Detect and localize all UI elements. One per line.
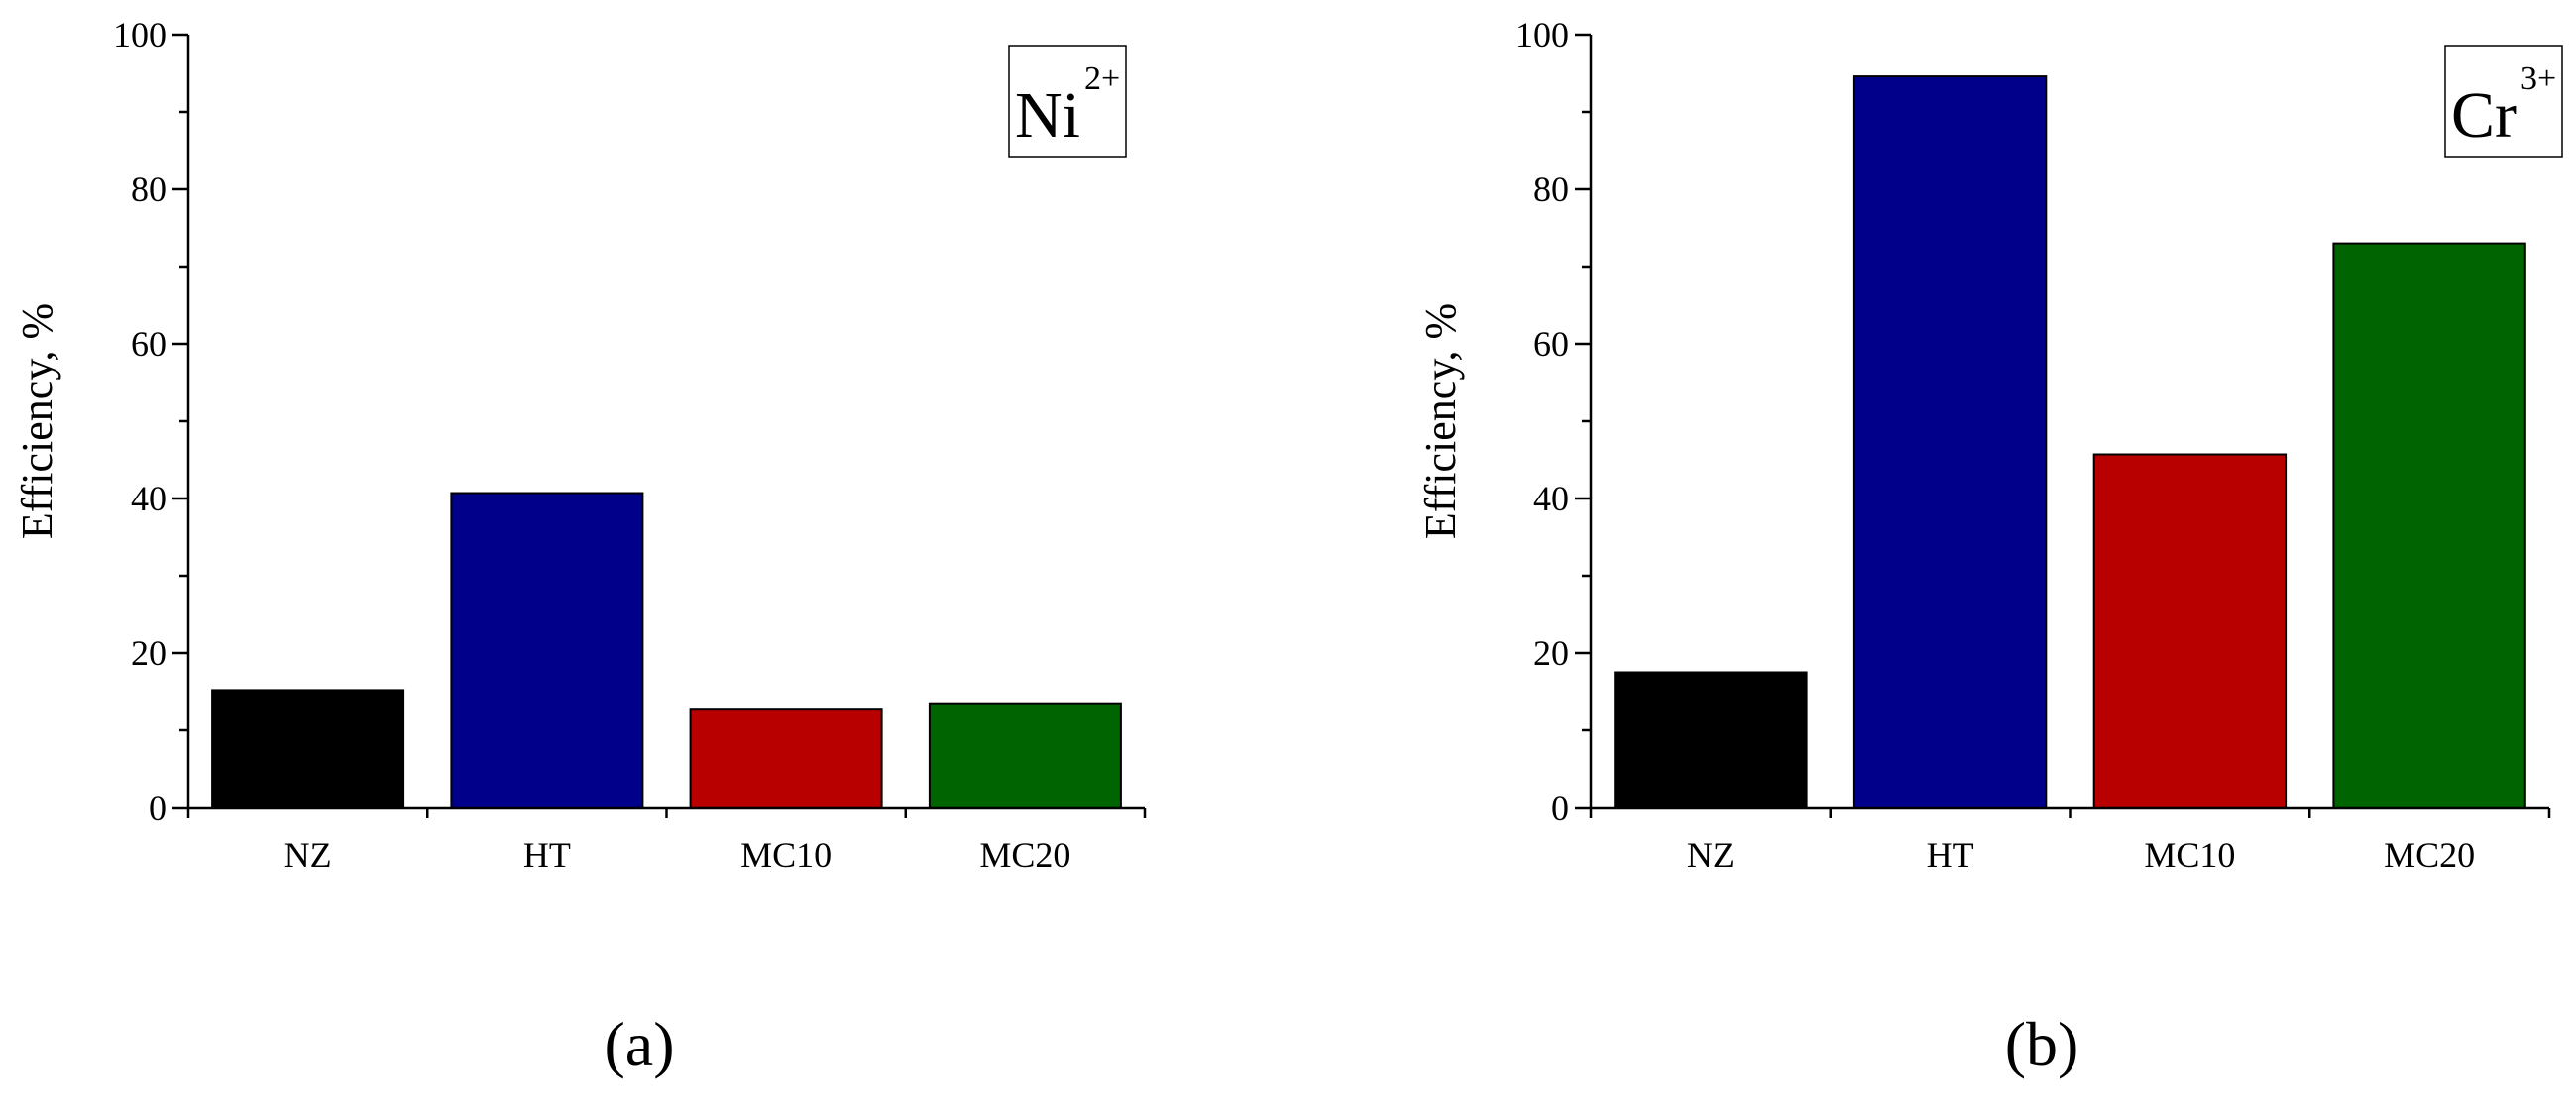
x-tick-label: MC10	[2144, 835, 2235, 875]
x-tick-label: MC20	[979, 835, 1070, 875]
y-tick-label: 40	[1533, 479, 1569, 518]
bar-mc10	[2092, 453, 2288, 809]
panel-label: (a)	[604, 1009, 674, 1079]
x-tick-label: NZ	[284, 835, 332, 875]
y-tick-label: 20	[131, 633, 167, 673]
y-tick-label: 40	[131, 479, 167, 518]
bar-mc20	[928, 702, 1122, 810]
y-tick-label: 60	[1533, 324, 1569, 364]
ion-label: Cr	[2451, 79, 2517, 152]
bar-mc10	[689, 708, 883, 810]
panel-label: (b)	[2005, 1009, 2079, 1079]
ion-label: Ni	[1015, 79, 1080, 152]
y-tick-label: 100	[113, 15, 167, 55]
x-tick-label: MC20	[2384, 835, 2475, 875]
y-tick-label: 20	[1533, 633, 1569, 673]
bar-ht	[1852, 75, 2048, 810]
x-tick-label: HT	[523, 835, 571, 875]
y-axis-title: Efficiency, %	[1416, 303, 1465, 539]
y-axis-title: Efficiency, %	[13, 303, 61, 539]
x-tick-label: HT	[1927, 835, 1974, 875]
x-tick-label: NZ	[1687, 835, 1735, 875]
bar-ht	[450, 492, 644, 809]
y-tick-label: 80	[1533, 169, 1569, 209]
ion-charge: 3+	[2520, 60, 2556, 97]
x-tick-label: MC10	[740, 835, 832, 875]
bar-nz	[211, 689, 405, 810]
panel-a: 0 20 40 60 80 100 NZ HT MC10 MC20 Efficiency, % Ni2…	[13, 15, 1147, 1079]
bar-nz	[1614, 671, 1808, 809]
ion-charge: 2+	[1084, 60, 1120, 97]
y-tick-label: 60	[131, 324, 167, 364]
panel-b: 0 20 40 60 80 100 NZ HT MC10 MC20 Efficiency, % Cr3…	[1416, 15, 2563, 1079]
y-tick-label: 0	[1551, 788, 1569, 828]
legend-box	[1008, 45, 1127, 158]
bar-mc20	[2332, 242, 2526, 810]
y-tick-label: 100	[1515, 15, 1569, 55]
legend-box	[2444, 45, 2563, 158]
y-tick-label: 0	[149, 788, 167, 828]
y-tick-label: 80	[131, 169, 167, 209]
